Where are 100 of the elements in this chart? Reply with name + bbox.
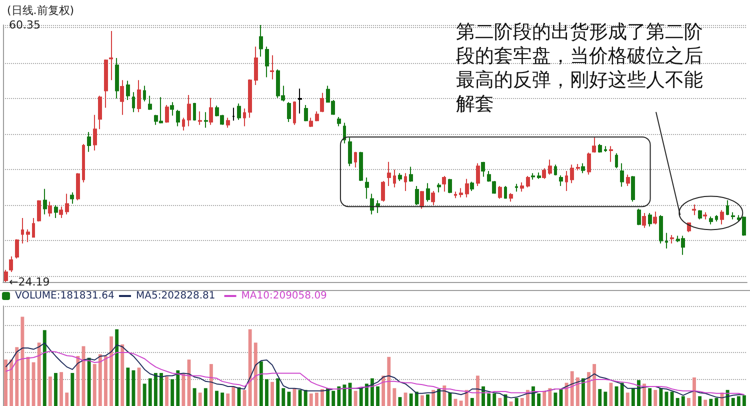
bar (110, 336, 113, 406)
candlestick (315, 110, 319, 122)
candlestick (720, 210, 724, 225)
candlestick (320, 92, 324, 113)
candlestick (698, 210, 702, 220)
bar (359, 388, 363, 406)
bar (714, 398, 718, 406)
candlestick (182, 117, 185, 132)
bar (15, 347, 19, 406)
bar (254, 342, 258, 406)
candlestick (298, 88, 302, 114)
candlestick (642, 212, 646, 228)
candlestick (498, 185, 502, 200)
candlestick (509, 192, 513, 202)
candlestick (26, 228, 30, 243)
bar (637, 380, 640, 406)
candlestick (526, 176, 530, 188)
bar (514, 398, 518, 406)
candlestick (15, 238, 19, 259)
candlestick (415, 185, 419, 206)
candlestick (287, 102, 291, 123)
bar (654, 390, 658, 406)
bar (220, 392, 224, 406)
candlestick (448, 178, 452, 194)
candlestick (98, 95, 102, 130)
candlestick (426, 182, 430, 202)
bar (76, 356, 80, 406)
bar (176, 370, 180, 406)
bar (98, 354, 102, 406)
bar (198, 392, 202, 406)
bar (704, 400, 708, 406)
bar (10, 360, 14, 406)
bar (426, 394, 430, 406)
candlestick (387, 161, 391, 186)
bar (537, 394, 541, 406)
bar (392, 388, 396, 406)
bar (354, 390, 358, 406)
candlestick (343, 122, 346, 144)
bar (60, 372, 64, 406)
candlestick (381, 180, 385, 202)
candlestick (615, 152, 618, 169)
candlestick (265, 46, 269, 78)
bar (259, 361, 263, 406)
bar (681, 396, 685, 406)
candlestick (59, 206, 63, 218)
bar (686, 398, 690, 406)
candlestick (309, 117, 313, 128)
candlestick (32, 217, 35, 238)
bar (620, 382, 624, 406)
bar (387, 356, 391, 406)
candlestick (537, 172, 541, 180)
candlestick (731, 212, 735, 220)
candlestick (576, 163, 580, 171)
candlestick (604, 146, 607, 152)
bar (736, 396, 740, 406)
bar (576, 377, 580, 406)
candlestick (570, 164, 574, 184)
bar (337, 386, 341, 406)
candlestick (148, 95, 152, 110)
candlestick (631, 176, 635, 202)
bar (137, 368, 141, 406)
bar (270, 382, 274, 406)
candlestick (648, 212, 652, 227)
candlestick (404, 172, 407, 192)
bar (170, 379, 174, 406)
candlestick (115, 58, 119, 100)
candlestick (193, 102, 196, 122)
bar (442, 385, 446, 406)
bar (37, 342, 41, 406)
candlestick (476, 162, 480, 186)
candlestick (393, 169, 396, 188)
bar (731, 398, 735, 406)
candlestick (459, 188, 463, 198)
bar (598, 389, 602, 406)
bar (548, 388, 552, 406)
annotation: 第二阶段的出货形成了第二阶段的套牢盘，当价格破位之后最高的反弹，刚好这些人不能解套 (456, 21, 703, 115)
bar (54, 372, 58, 406)
bar (448, 392, 452, 406)
candlestick (431, 190, 435, 206)
bar (248, 329, 252, 406)
candlestick (9, 256, 13, 272)
bar (670, 392, 674, 406)
bar (276, 378, 280, 406)
bar (570, 371, 574, 406)
legend-label: VOLUME:181831.64 (15, 290, 114, 302)
candlestick (703, 212, 707, 220)
candlestick (337, 116, 341, 127)
bar (332, 390, 336, 406)
candlestick (626, 174, 630, 186)
bar (676, 398, 680, 406)
bar (142, 384, 146, 406)
candlestick (581, 162, 585, 174)
bar (92, 364, 96, 406)
candlestick (665, 232, 668, 250)
bar (487, 394, 491, 406)
bar (642, 384, 646, 406)
bar (631, 388, 635, 406)
candlestick (692, 204, 696, 216)
bar (160, 372, 163, 406)
candlestick (376, 200, 380, 214)
